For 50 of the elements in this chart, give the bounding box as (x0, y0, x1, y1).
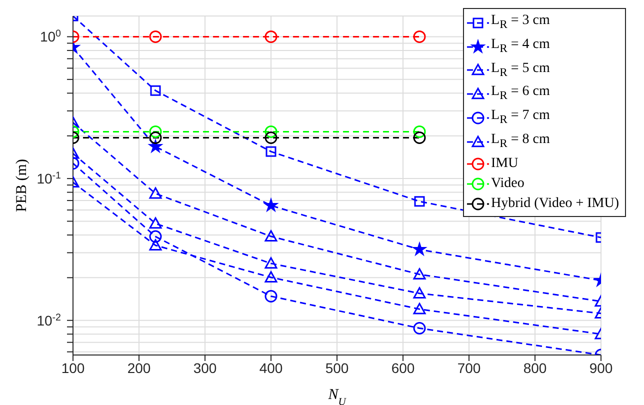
legend-label: Hybrid (Video + IMU) (491, 194, 619, 213)
y-axis-title: PEB (m) (14, 159, 30, 212)
legend-label: L$_{R}$ = 4 cm (491, 36, 550, 57)
point (264, 271, 278, 283)
y-tick-label: 10$^{-1}$ (36, 170, 61, 187)
x-axis-title: N$_{U}$ (327, 387, 348, 405)
point (149, 125, 162, 138)
point (264, 125, 278, 138)
point (413, 287, 426, 299)
x-tick-label: 100 (61, 360, 85, 376)
point (264, 30, 278, 43)
legend-label: IMU (491, 154, 518, 173)
point (266, 146, 276, 157)
point (149, 239, 162, 251)
x-tick-label: 300 (193, 360, 217, 376)
point (149, 131, 162, 144)
point (149, 230, 162, 243)
point (149, 187, 162, 199)
point (264, 198, 278, 212)
x-tick-label: 400 (259, 360, 283, 376)
x-tick-label: 700 (457, 360, 481, 376)
legend-label: L$_{R}$ = 5 cm (491, 60, 550, 80)
x-tick-label: 900 (589, 360, 613, 376)
point (413, 125, 426, 138)
legend-label: Video (491, 174, 524, 193)
x-tick-label: 200 (127, 360, 151, 376)
point (414, 196, 425, 207)
point (264, 257, 278, 269)
point (413, 30, 426, 43)
point (150, 85, 161, 96)
x-tick-label: 500 (325, 360, 349, 376)
legend-label: L$_{R}$ = 7 cm (491, 107, 550, 128)
point (264, 131, 278, 144)
point (413, 302, 426, 314)
y-tick-label: 10$^{-2}$ (36, 312, 61, 328)
point (149, 217, 162, 229)
legend-label: L$_{R}$ = 6 cm (491, 83, 550, 104)
legend-label: L$_{R}$ = 3 cm (491, 12, 550, 33)
point (264, 230, 278, 242)
point (264, 290, 278, 302)
y-tick-label: 10$^{0}$ (40, 28, 62, 45)
point (413, 131, 426, 144)
point (148, 139, 162, 152)
point (149, 30, 162, 43)
point (412, 242, 426, 256)
x-tick-label: 800 (523, 360, 547, 376)
point (413, 322, 426, 334)
legend-label: L$_{R}$ = 8 cm (491, 130, 550, 152)
point (413, 268, 426, 280)
x-tick-label: 600 (391, 360, 415, 376)
